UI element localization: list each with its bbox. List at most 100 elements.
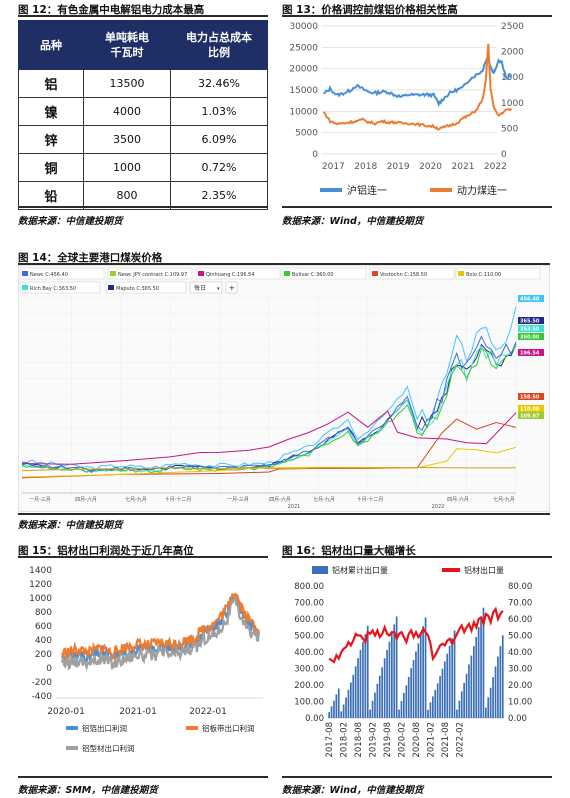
y-left-tick-label: 700.00	[294, 599, 324, 609]
x-tick-label: 2022-01	[189, 707, 227, 717]
legend-swatch	[22, 285, 28, 290]
fig14-source-rule	[18, 513, 550, 515]
cumulative-export-bar	[400, 701, 403, 718]
fig16-source: 数据来源：Wind，中信建投期货	[282, 785, 424, 796]
legend-label: 铝板带出口利润	[202, 723, 255, 733]
coal-aluminum-price-chart: 0 5000 10000 15000 20000 25000 30000 0 500 1000 15…	[289, 22, 524, 197]
cumulative-export-bar	[453, 630, 456, 718]
cumulative-export-bar	[460, 691, 463, 718]
qinhuang-price-line	[21, 410, 517, 465]
cumulative-export-bar	[429, 702, 432, 718]
legend-swatch	[284, 271, 290, 276]
x-tick-label: 四月-六月	[269, 496, 291, 503]
fig14-source: 数据来源：中信建投期货	[18, 520, 123, 531]
x-tick-label: 2021-02	[426, 722, 436, 758]
cumulative-export-bar	[427, 709, 429, 719]
fig16-title-rule	[282, 556, 552, 558]
year-label: 2022	[432, 504, 445, 510]
y-tick-label: 200	[35, 650, 52, 660]
cumulative-export-bar	[362, 641, 364, 718]
cumulative-export-bar	[475, 637, 478, 718]
plus-icon: +	[229, 284, 236, 293]
cumulative-export-bar	[364, 634, 367, 718]
cumulative-export-bar	[463, 682, 465, 718]
cumulative-export-bar	[501, 635, 504, 718]
cumulative-export-bar	[381, 667, 383, 718]
add-series-button	[225, 281, 238, 294]
y-left-tick-label: 500.00	[294, 632, 324, 642]
legend-label: 铝箔出口利润	[82, 723, 127, 733]
cumulative-export-bar	[477, 627, 480, 718]
newc-jpy-price-line	[21, 466, 517, 472]
metal-name-cell: 铅	[18, 181, 84, 210]
x-tick-label: 2022	[484, 162, 507, 172]
fig15-source: 数据来源：SMM，中信建投期货	[18, 785, 158, 796]
price-badge-label: 363.50	[520, 327, 540, 333]
col-header-variety: 品种	[18, 20, 84, 70]
cumulative-export-bar	[374, 692, 376, 718]
cumulative-export-bar	[415, 651, 417, 718]
x-tick-label: 2017-08	[325, 722, 335, 758]
x-tick-label: 四月-六月	[447, 496, 469, 503]
cumulative-export-bar	[376, 683, 379, 718]
cost-ratio-cell: 32.46%	[170, 69, 268, 98]
price-badge-label: 110.00	[520, 407, 540, 413]
cumulative-export-bar	[436, 683, 439, 718]
x-tick-label: 七月-九月	[493, 496, 515, 503]
y-left-tick-label: 20000	[289, 65, 318, 75]
fig13-title: 图 13：价格调控前煤铝价格相关性高	[282, 4, 458, 16]
series-line-2	[322, 43, 513, 131]
legend-label: Newc C:456.40	[30, 272, 68, 278]
x-tick-label: 七月-九月	[313, 496, 335, 503]
cumulative-export-bar	[444, 661, 446, 718]
fig15-source-rule	[18, 776, 268, 778]
price-badge	[518, 333, 544, 340]
table-row: 铅 800 2.35%	[18, 181, 268, 210]
cumulative-export-bar	[403, 692, 405, 718]
cumulative-export-bar	[499, 646, 502, 718]
y-tick-label: 600	[35, 622, 52, 632]
y-left-tick-label: 10000	[289, 107, 318, 117]
x-tick-label: 十月-十二月	[357, 496, 384, 503]
y-right-tick-label: 40.00	[508, 648, 532, 658]
table-row: 铜 1000 0.72%	[18, 153, 268, 182]
cumulative-export-bar	[335, 694, 338, 718]
cost-ratio-cell: 2.35%	[170, 181, 268, 210]
cumulative-export-bar	[458, 700, 461, 718]
legend-chip	[105, 281, 187, 294]
cumulative-export-bar	[417, 643, 420, 718]
legend-swatch	[22, 271, 28, 276]
cumulative-export-bar	[330, 706, 333, 718]
x-tick-label: 一月-三月	[29, 497, 51, 503]
cumulative-export-bar	[395, 616, 398, 718]
legend-swatch	[110, 271, 116, 276]
legend-label: Rich Bay C:363.50	[30, 286, 76, 292]
y-tick-label: 1400	[29, 566, 52, 576]
fig15-title: 图 15：铝材出口利润处于近几年高位	[18, 545, 194, 557]
cumulative-export-bar	[369, 709, 371, 718]
power-per-ton-cell: 1000	[83, 153, 171, 182]
cumulative-export-bar	[432, 696, 434, 718]
interval-dropdown	[189, 281, 223, 294]
legend-swatch	[458, 271, 464, 276]
fig13-source: 数据来源：Wind，中信建投期货	[282, 216, 424, 227]
table-body: 铝 13500 32.46% 镍 4000 1.03% 锌 3500 6.09% 铜 1000 0.7…	[18, 69, 268, 210]
legend-swatch	[108, 285, 114, 290]
price-badge-label: 456.40	[520, 297, 540, 303]
legend-swatch	[312, 566, 328, 574]
cumulative-export-bar	[398, 709, 400, 718]
cumulative-export-bar	[386, 649, 388, 718]
cumulative-export-bar	[470, 655, 473, 718]
price-badge-label: 365.50	[520, 319, 540, 325]
y-left-tick-label: 100.00	[294, 698, 324, 708]
x-tick-label: 2020-08	[412, 722, 422, 758]
profit-line-2	[60, 592, 260, 661]
aluminum-export-volume-chart: 0.00 100.00 200.00 300.00 400.00 500.00 600.00…	[294, 565, 532, 758]
cumulative-export-bar	[456, 709, 458, 718]
x-tick-label: 十月-十二月	[165, 496, 192, 503]
y-tick-label: -200	[32, 678, 53, 688]
price-badge	[518, 393, 544, 400]
cumulative-export-bar	[439, 676, 441, 718]
cumulative-export-bar	[492, 677, 494, 718]
price-badge	[518, 317, 544, 324]
